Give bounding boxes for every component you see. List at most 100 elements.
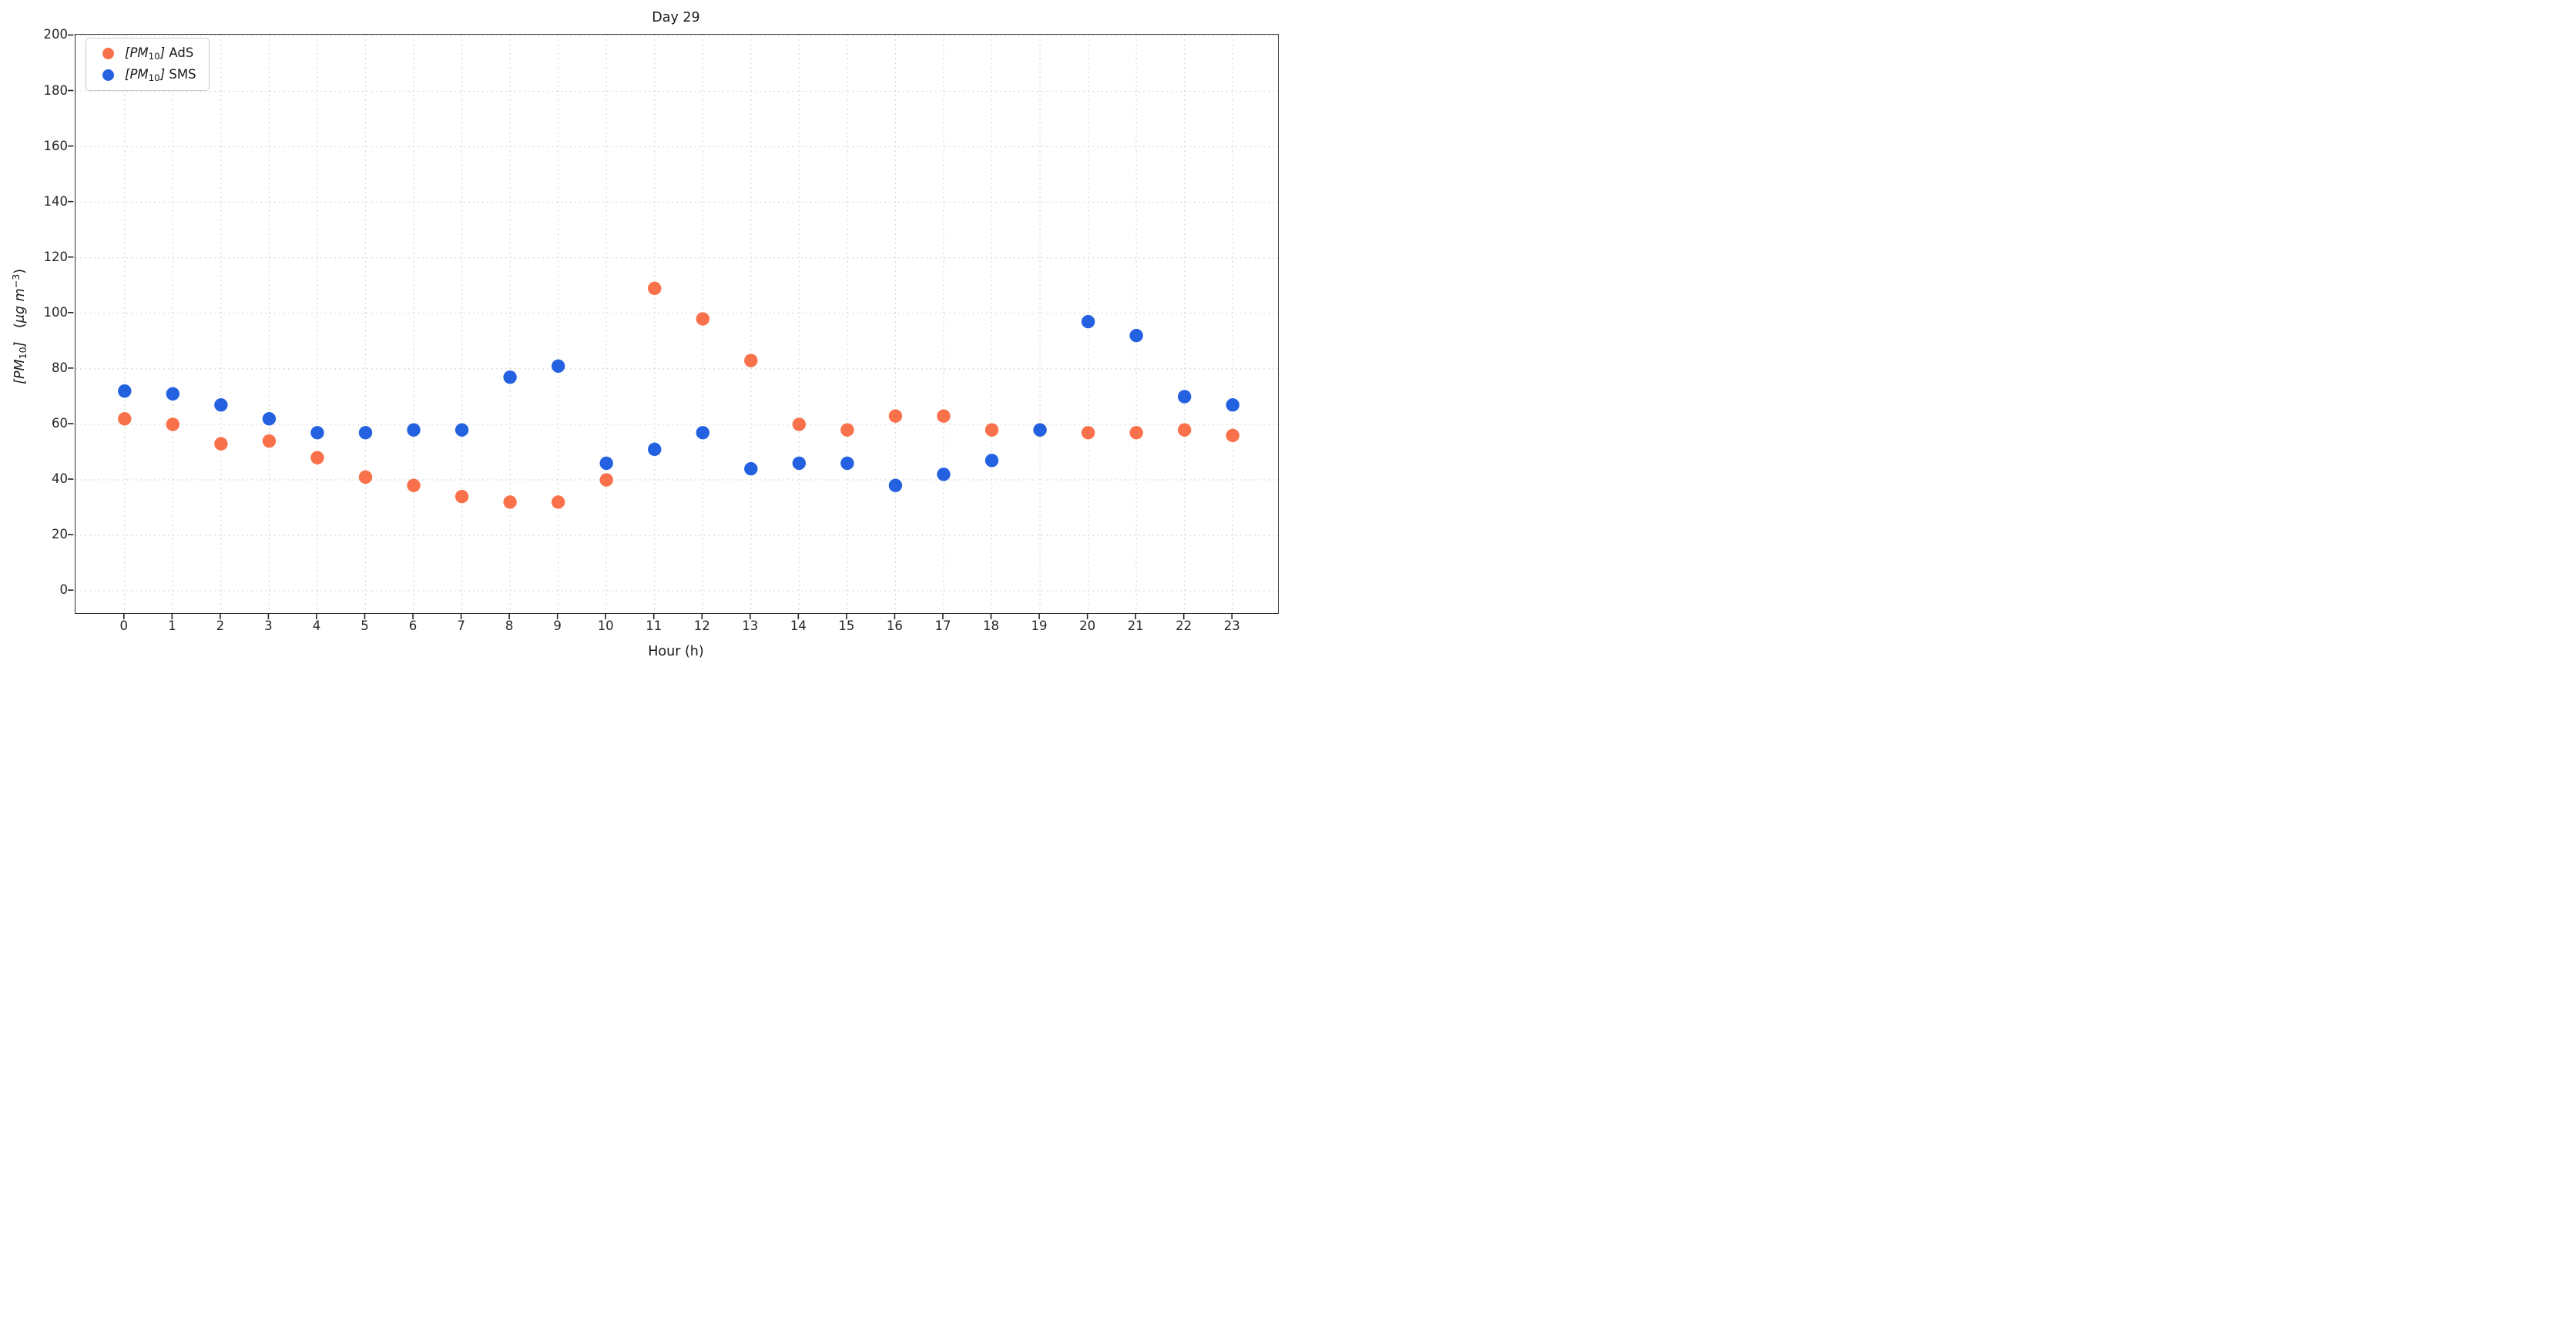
x-tick-label-18: 18 bbox=[983, 619, 999, 633]
point-ads-h3 bbox=[262, 434, 277, 448]
point-ads-h9 bbox=[551, 495, 565, 509]
point-sms-h13 bbox=[744, 461, 758, 476]
point-sms-h5 bbox=[358, 426, 373, 440]
y-tick-label-200: 200 bbox=[43, 27, 69, 42]
label-segment: 10 bbox=[148, 72, 160, 83]
legend-item-sms: [PM10] SMS bbox=[96, 67, 196, 83]
label-segment: −3 bbox=[10, 273, 22, 289]
x-tick-label-5: 5 bbox=[361, 619, 369, 633]
point-ads-h16 bbox=[888, 409, 903, 423]
y-tick-label-120: 120 bbox=[43, 249, 69, 264]
chart-title: Day 29 bbox=[652, 10, 700, 25]
y-tick-label-80: 80 bbox=[52, 360, 68, 375]
x-tick-label-6: 6 bbox=[408, 619, 418, 633]
x-tick-label-12: 12 bbox=[693, 619, 710, 633]
plot-svg bbox=[75, 35, 1278, 613]
legend-label-sms: [PM10] SMS bbox=[125, 67, 196, 83]
point-sms-h0 bbox=[118, 384, 132, 398]
x-tick-label-11: 11 bbox=[646, 619, 662, 633]
y-tick-label-140: 140 bbox=[43, 193, 69, 209]
point-ads-h12 bbox=[696, 312, 709, 326]
point-sms-h18 bbox=[984, 454, 999, 468]
point-sms-h2 bbox=[214, 398, 228, 412]
point-ads-h11 bbox=[648, 281, 662, 296]
legend-item-ads: [PM10] AdS bbox=[96, 45, 196, 62]
label-segment: 10 bbox=[16, 347, 29, 360]
point-sms-h1 bbox=[166, 387, 180, 401]
point-ads-h10 bbox=[599, 473, 613, 487]
x-tick-label-4: 4 bbox=[312, 619, 321, 633]
point-ads-h20 bbox=[1081, 426, 1095, 440]
x-tick-label-16: 16 bbox=[886, 619, 903, 633]
point-sms-h10 bbox=[599, 456, 613, 471]
point-sms-h4 bbox=[310, 426, 324, 440]
label-segment: SMS bbox=[165, 66, 196, 82]
label-segment: [ bbox=[125, 66, 130, 82]
legend-marker-ads-icon bbox=[102, 47, 114, 59]
x-tick-label-20: 20 bbox=[1079, 619, 1096, 633]
point-sms-h20 bbox=[1081, 314, 1095, 329]
point-ads-h17 bbox=[937, 409, 951, 423]
x-tick-label-7: 7 bbox=[457, 619, 465, 633]
point-sms-h17 bbox=[937, 468, 951, 481]
x-tick-label-23: 23 bbox=[1223, 619, 1240, 633]
x-tick-label-19: 19 bbox=[1031, 619, 1048, 633]
x-tick-label-14: 14 bbox=[790, 619, 807, 633]
x-tick-label-8: 8 bbox=[505, 619, 514, 633]
label-segment: PM bbox=[129, 66, 149, 82]
label-segment: PM bbox=[129, 45, 149, 60]
figure: Day 29 [PM10] (μg m−3) [PM10] AdS [PM10] … bbox=[0, 0, 1288, 670]
label-segment: ( bbox=[12, 323, 28, 342]
point-ads-h0 bbox=[118, 412, 132, 426]
label-segment: [ bbox=[125, 45, 130, 60]
x-tick-label-17: 17 bbox=[934, 619, 951, 633]
legend-marker-sms-icon bbox=[102, 69, 114, 81]
point-sms-h6 bbox=[407, 423, 421, 437]
point-ads-h15 bbox=[840, 423, 854, 437]
point-ads-h22 bbox=[1177, 423, 1192, 437]
label-segment: μg m bbox=[12, 288, 28, 324]
point-sms-h22 bbox=[1177, 390, 1192, 404]
x-tick-label-10: 10 bbox=[597, 619, 614, 633]
label-segment: 10 bbox=[148, 50, 160, 62]
point-ads-h2 bbox=[214, 437, 228, 451]
point-ads-h13 bbox=[744, 354, 758, 367]
point-ads-h1 bbox=[166, 417, 180, 431]
label-segment: ] bbox=[159, 66, 166, 82]
point-sms-h23 bbox=[1226, 398, 1239, 412]
x-tick-label-9: 9 bbox=[553, 619, 562, 633]
x-tick-label-1: 1 bbox=[168, 619, 176, 633]
point-ads-h21 bbox=[1129, 426, 1143, 440]
point-ads-h23 bbox=[1226, 428, 1239, 443]
y-tick-label-160: 160 bbox=[43, 138, 69, 153]
x-tick-label-3: 3 bbox=[264, 619, 273, 633]
point-ads-h5 bbox=[358, 470, 373, 484]
point-ads-h7 bbox=[454, 489, 469, 504]
point-sms-h9 bbox=[551, 359, 565, 373]
x-tick-label-2: 2 bbox=[216, 619, 225, 633]
point-sms-h3 bbox=[262, 412, 277, 426]
label-segment: ) bbox=[12, 268, 28, 274]
y-axis-label: [PM10] (μg m−3) bbox=[10, 173, 29, 481]
point-sms-h8 bbox=[503, 370, 517, 384]
point-sms-h16 bbox=[888, 478, 903, 492]
y-tick-label-180: 180 bbox=[43, 82, 69, 98]
x-tick-label-15: 15 bbox=[838, 619, 855, 633]
point-ads-h6 bbox=[407, 478, 421, 492]
y-tick-label-20: 20 bbox=[52, 527, 68, 542]
point-ads-h14 bbox=[792, 417, 807, 431]
legend-label-ads: [PM10] AdS bbox=[125, 45, 193, 62]
point-sms-h21 bbox=[1129, 328, 1143, 343]
point-sms-h14 bbox=[792, 456, 807, 471]
label-segment: ] bbox=[12, 341, 28, 347]
label-segment: PM bbox=[12, 359, 28, 380]
plot-area bbox=[75, 34, 1279, 614]
point-sms-h19 bbox=[1033, 423, 1047, 437]
x-tick-label-13: 13 bbox=[742, 619, 759, 633]
point-ads-h4 bbox=[310, 451, 324, 464]
x-tick-label-21: 21 bbox=[1127, 619, 1144, 633]
label-segment: [ bbox=[12, 379, 28, 384]
label-segment: AdS bbox=[165, 45, 194, 60]
label-segment: ] bbox=[159, 45, 166, 60]
y-tick-label-0: 0 bbox=[59, 582, 69, 598]
